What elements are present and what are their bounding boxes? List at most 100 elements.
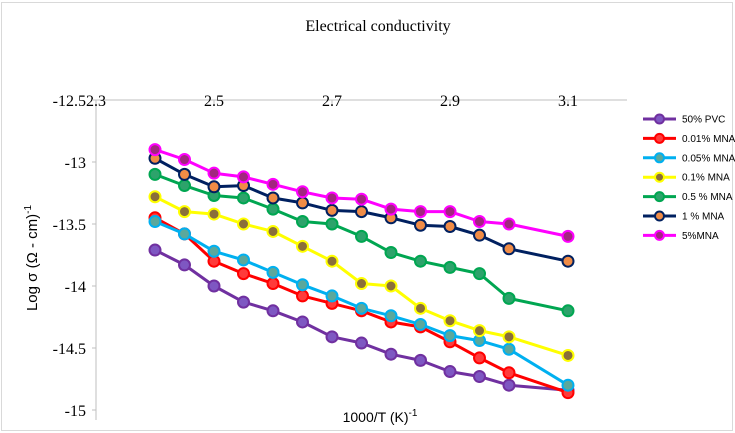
data-point: [502, 330, 516, 344]
data-point: [296, 215, 309, 229]
data-point: [502, 342, 516, 356]
data-point: [502, 366, 516, 380]
data-point: [414, 205, 427, 219]
legend-entry: 0.1% MNA: [643, 171, 730, 184]
legend-marker: [654, 113, 665, 125]
x-tick-label: 2.3: [86, 93, 106, 110]
data-point: [473, 351, 486, 365]
y-tick-label: -12.5: [53, 93, 86, 110]
x-tick-label: 3.1: [558, 93, 578, 110]
data-point: [266, 304, 280, 318]
legend-entry: 1 % MNA: [643, 210, 725, 223]
series-layer: [148, 143, 575, 400]
data-point: [207, 180, 221, 194]
data-point: [384, 246, 398, 260]
data-point: [561, 304, 575, 318]
data-point: [296, 239, 309, 253]
data-point: [266, 202, 280, 216]
data-point: [384, 347, 398, 361]
y-tick-label: -15: [65, 403, 86, 420]
data-point: [384, 202, 398, 216]
data-point: [443, 314, 457, 328]
x-tick-label: 2.5: [204, 93, 224, 110]
data-point: [296, 196, 309, 210]
y-tick-label: -13: [65, 155, 86, 172]
data-point: [502, 217, 516, 231]
legend-label: 5%MNA: [682, 231, 719, 242]
data-point: [207, 166, 221, 180]
legend-label: 0.1% MNA: [682, 173, 730, 184]
data-point: [178, 179, 191, 193]
data-point: [148, 190, 162, 204]
data-point: [266, 191, 280, 205]
legend-entry: 5%MNA: [643, 229, 719, 242]
data-point: [443, 365, 457, 379]
data-point: [473, 215, 486, 229]
data-point: [473, 267, 486, 281]
data-point: [414, 317, 427, 331]
data-point: [473, 324, 486, 338]
data-point: [502, 378, 516, 392]
data-point: [414, 353, 427, 367]
data-point: [266, 265, 280, 279]
data-point: [561, 229, 575, 243]
data-point: [178, 227, 191, 241]
data-point: [473, 370, 486, 384]
data-point: [355, 229, 368, 243]
data-point: [237, 170, 250, 184]
data-point: [384, 309, 398, 323]
data-point: [355, 301, 368, 315]
y-tick-label: -13.5: [53, 217, 86, 234]
legend-marker: [654, 171, 665, 183]
series-0: [148, 243, 575, 397]
series-2: [148, 215, 575, 392]
data-point: [325, 191, 339, 205]
legend-entry: 0.01% MNA: [643, 132, 735, 145]
data-point: [296, 289, 309, 303]
x-tick-label: 2.7: [322, 93, 342, 110]
data-point: [237, 295, 250, 309]
data-point: [502, 242, 516, 256]
data-point: [237, 217, 250, 231]
data-point: [355, 205, 368, 219]
series-6: [148, 143, 575, 243]
data-point: [561, 348, 575, 362]
x-axis-title: 1000/T (K)-1: [343, 408, 418, 425]
data-point: [178, 167, 191, 181]
data-point: [443, 205, 457, 219]
data-point: [266, 277, 280, 291]
legend-label: 0.05% MNA: [682, 153, 735, 164]
data-point: [384, 279, 398, 293]
legend-label: 0.5 % MNA: [682, 192, 733, 203]
legend-marker: [654, 210, 665, 222]
data-point: [325, 330, 339, 344]
data-point: [414, 218, 427, 232]
legend-entry: 0.05% MNA: [643, 152, 735, 164]
data-point: [414, 254, 427, 268]
legend-marker: [654, 152, 665, 164]
data-point: [325, 254, 339, 268]
data-point: [148, 215, 162, 229]
data-point: [237, 267, 250, 281]
data-point: [443, 260, 457, 274]
data-point: [266, 224, 280, 238]
legend-layer: 50% PVC 0.01% MNA 0.05% MNA 0.1% MNA 0.5 % M…: [643, 113, 735, 242]
data-point: [296, 185, 309, 199]
data-point: [296, 278, 309, 292]
x-tick-label: 2.9: [440, 93, 460, 110]
data-point: [178, 205, 191, 219]
series-5: [148, 151, 575, 268]
data-point: [148, 243, 162, 257]
data-point: [414, 301, 427, 315]
series-4: [148, 167, 575, 318]
data-point: [561, 378, 575, 392]
data-point: [355, 192, 368, 206]
chart-title: Electrical conductivity: [305, 18, 450, 35]
data-point: [443, 219, 457, 233]
data-point: [325, 289, 339, 303]
legend-label: 0.01% MNA: [682, 134, 735, 145]
